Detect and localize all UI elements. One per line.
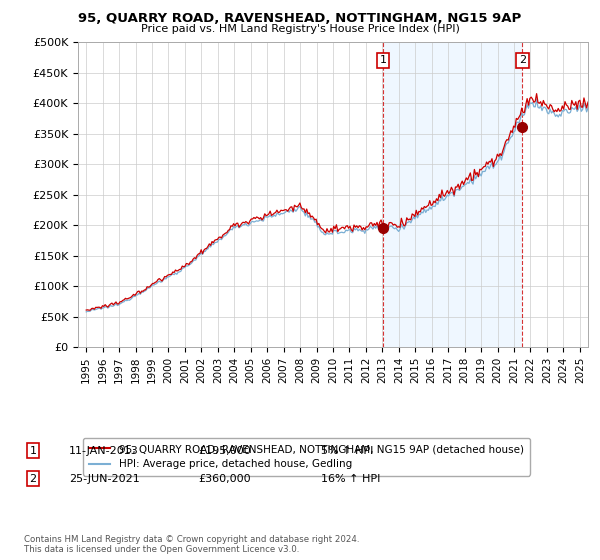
Text: 1: 1 (379, 55, 386, 66)
Text: £360,000: £360,000 (198, 474, 251, 484)
Text: Price paid vs. HM Land Registry's House Price Index (HPI): Price paid vs. HM Land Registry's House … (140, 24, 460, 34)
Text: 25-JUN-2021: 25-JUN-2021 (69, 474, 140, 484)
Text: 11-JAN-2013: 11-JAN-2013 (69, 446, 139, 456)
Text: 16% ↑ HPI: 16% ↑ HPI (321, 474, 380, 484)
Text: 5% ↑ HPI: 5% ↑ HPI (321, 446, 373, 456)
Text: Contains HM Land Registry data © Crown copyright and database right 2024.
This d: Contains HM Land Registry data © Crown c… (24, 535, 359, 554)
Legend: 95, QUARRY ROAD, RAVENSHEAD, NOTTINGHAM, NG15 9AP (detached house), HPI: Average: 95, QUARRY ROAD, RAVENSHEAD, NOTTINGHAM,… (83, 438, 530, 475)
Text: 1: 1 (29, 446, 37, 456)
Text: 95, QUARRY ROAD, RAVENSHEAD, NOTTINGHAM, NG15 9AP: 95, QUARRY ROAD, RAVENSHEAD, NOTTINGHAM,… (79, 12, 521, 25)
Text: 2: 2 (518, 55, 526, 66)
Text: 2: 2 (29, 474, 37, 484)
Text: £195,000: £195,000 (198, 446, 251, 456)
